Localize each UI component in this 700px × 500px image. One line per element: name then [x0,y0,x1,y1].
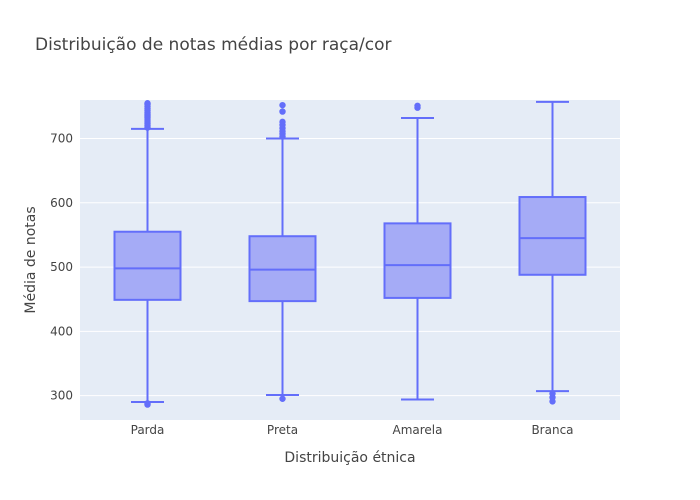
x-axis-title: Distribuição étnica [284,450,415,466]
outlier-point [279,101,286,109]
box-branca [518,100,587,405]
x-tick-label: Branca [531,423,573,437]
outlier-point [144,400,151,407]
x-tick-label: Amarela [393,423,443,437]
x-axis-ticks: Parda Preta Amarela Branca [131,423,574,437]
y-tick-label: 600 [50,196,73,210]
outlier-point [279,395,286,402]
y-axis-ticks: 300 400 500 600 700 [50,132,73,403]
y-tick-label: 500 [50,260,73,274]
iqr-box [113,230,182,301]
iqr-box [518,196,587,276]
boxes-layer [113,100,587,408]
outlier-point [144,100,151,107]
outlier-point [279,118,286,126]
y-tick-label: 300 [50,389,73,403]
box-preta [248,101,317,402]
outlier-point [279,108,286,115]
chart-title: Distribuição de notas médias por raça/co… [35,35,392,55]
iqr-box [383,222,452,299]
outlier-point [549,390,556,397]
outlier-point [414,102,421,109]
y-tick-label: 400 [50,324,73,338]
y-tick-label: 700 [50,132,73,146]
x-tick-label: Preta [267,423,298,437]
y-axis-title: Média de notas [23,206,39,313]
box-parda [113,100,182,408]
box-amarela [383,102,452,401]
x-tick-label: Parda [131,423,165,437]
